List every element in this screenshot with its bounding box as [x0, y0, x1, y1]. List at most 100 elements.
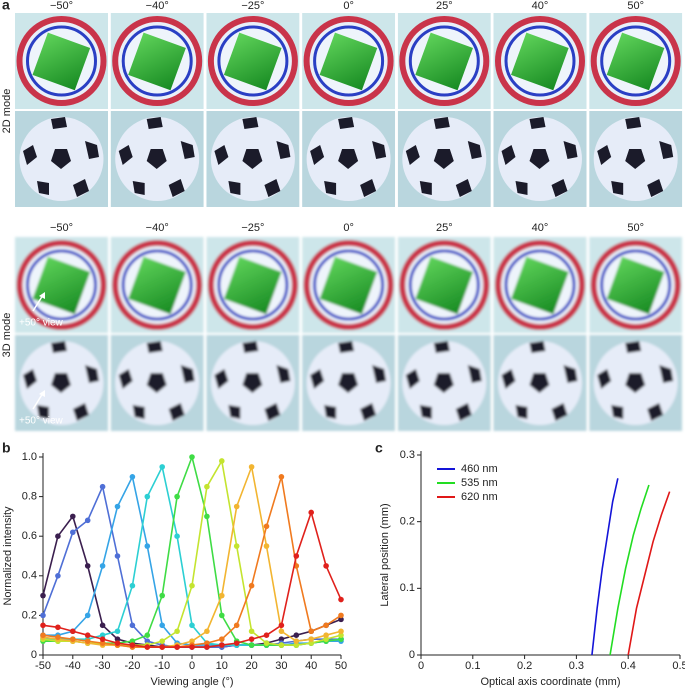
- data-point: [248, 464, 255, 470]
- row-label: 2D mode: [1, 89, 13, 134]
- data-point: [129, 642, 136, 648]
- annotation: +50° view: [19, 416, 64, 427]
- x-tick-label: 20: [245, 660, 257, 672]
- panel-label: b: [2, 440, 11, 456]
- angle-label: 40°: [532, 222, 549, 234]
- data-point: [204, 513, 210, 520]
- data-point: [144, 632, 151, 638]
- photo-tile: [493, 335, 587, 431]
- x-tick-label: 0.2: [517, 660, 532, 672]
- data-point: [219, 592, 225, 599]
- data-point: [278, 474, 285, 480]
- data-point: [99, 483, 106, 490]
- series-line: [43, 474, 341, 646]
- data-point: [129, 638, 136, 644]
- x-tick-label: 10: [216, 660, 228, 672]
- data-point: [144, 644, 151, 650]
- data-point: [55, 533, 61, 539]
- y-tick-label: 0: [409, 649, 415, 661]
- legend-label: 620 nm: [461, 491, 498, 503]
- data-point: [219, 458, 225, 464]
- angle-label: 0°: [343, 222, 354, 234]
- photo-tile: [206, 237, 299, 333]
- data-point: [263, 632, 270, 638]
- data-point: [40, 622, 46, 629]
- photo-tile: [398, 13, 491, 109]
- data-point: [308, 509, 315, 516]
- data-point: [70, 529, 76, 536]
- arrow: [32, 294, 44, 312]
- photo-tile: [111, 237, 204, 333]
- data-point: [338, 636, 344, 642]
- data-point: [248, 636, 255, 642]
- photo-tile: [15, 13, 108, 109]
- data-point: [338, 628, 344, 635]
- photo-tile: [589, 111, 683, 207]
- photo-tile: [589, 13, 682, 109]
- x-tick-label: 0: [418, 660, 424, 672]
- x-tick-label: 0: [189, 660, 195, 672]
- data-point: [174, 493, 180, 500]
- data-point: [174, 644, 180, 650]
- data-point: [293, 553, 300, 559]
- x-tick-label: 40: [305, 660, 317, 672]
- data-point: [338, 632, 344, 638]
- panel-label: a: [2, 0, 10, 13]
- data-point: [114, 503, 121, 510]
- series-line: [591, 478, 619, 656]
- data-point: [55, 634, 61, 640]
- data-point: [323, 632, 329, 638]
- photo-tile: [398, 237, 491, 333]
- photo-tile: [302, 237, 395, 333]
- angle-label: −25°: [241, 0, 264, 12]
- y-tick-label: 0: [31, 649, 37, 661]
- x-tick-label: -40: [65, 660, 81, 672]
- data-point: [248, 642, 255, 648]
- data-point: [219, 612, 225, 619]
- arrow: [32, 392, 44, 410]
- data-point: [189, 638, 195, 644]
- data-point: [323, 622, 329, 629]
- data-point: [55, 624, 61, 631]
- data-point: [144, 543, 151, 549]
- data-point: [278, 622, 285, 629]
- data-point: [323, 636, 329, 642]
- data-point: [99, 622, 106, 629]
- data-point: [55, 573, 61, 579]
- angle-label: 50°: [627, 222, 644, 234]
- data-point: [204, 628, 210, 635]
- data-point: [129, 474, 136, 480]
- photo-tile: [111, 13, 204, 109]
- data-point: [84, 638, 91, 644]
- data-point: [114, 636, 121, 642]
- data-point: [40, 592, 46, 599]
- angle-label: −25°: [241, 222, 264, 234]
- data-point: [338, 612, 344, 619]
- x-tick-label: 0.5: [672, 660, 685, 672]
- angle-label: 25°: [436, 0, 453, 12]
- legend-label: 535 nm: [461, 477, 498, 489]
- y-tick-label: 0.6: [22, 530, 37, 542]
- data-point: [293, 632, 300, 638]
- x-axis-label: Optical axis coordinate (mm): [481, 676, 621, 688]
- data-point: [189, 454, 195, 460]
- data-point: [70, 513, 76, 520]
- data-point: [189, 644, 195, 650]
- data-point: [99, 563, 106, 569]
- data-point: [159, 464, 165, 470]
- data-point: [70, 628, 76, 635]
- photo-tile: [397, 335, 491, 431]
- data-point: [174, 533, 180, 539]
- angle-label: 0°: [343, 0, 354, 12]
- annotation: +50° view: [19, 318, 64, 329]
- photo-tile: [302, 335, 396, 431]
- data-point: [233, 640, 240, 646]
- data-point: [159, 638, 165, 644]
- data-point: [84, 632, 91, 638]
- x-axis-label: Viewing angle (°): [150, 676, 233, 688]
- angle-label: 50°: [627, 0, 644, 12]
- photo-tile: [302, 111, 396, 207]
- series-line: [627, 491, 671, 656]
- data-point: [144, 493, 151, 500]
- data-point: [248, 628, 255, 635]
